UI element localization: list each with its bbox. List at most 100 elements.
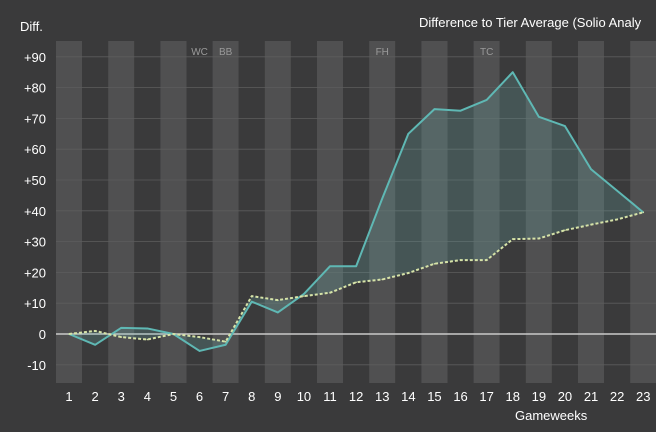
manager-point — [355, 265, 357, 268]
manager-point — [94, 343, 96, 346]
gameweek-band — [290, 41, 317, 383]
y-tick-label: +50 — [24, 173, 46, 188]
tier-average-point — [564, 229, 566, 232]
tier-average-point — [277, 299, 279, 301]
tier-average-point — [303, 295, 305, 297]
x-tick-label: 10 — [297, 389, 311, 404]
manager-point — [277, 311, 279, 314]
manager-point — [224, 343, 227, 346]
manager-point — [459, 109, 462, 112]
x-tick-label: 8 — [248, 389, 255, 404]
x-tick-label: 6 — [196, 389, 203, 404]
tier-average-point — [407, 272, 410, 274]
gameweek-band — [82, 41, 109, 383]
gameweek-band — [421, 41, 448, 383]
manager-point — [407, 133, 410, 135]
x-tick-label: 16 — [453, 389, 467, 404]
x-tick-label: 13 — [375, 389, 389, 404]
tier-average-point — [485, 259, 488, 261]
y-tick-label: +90 — [24, 50, 46, 65]
gameweek-bands — [56, 41, 656, 383]
x-tick-label: 5 — [170, 389, 177, 404]
gameweek-band — [525, 41, 552, 383]
chip-label-tc: TC — [480, 47, 493, 58]
y-tick-label: +60 — [24, 142, 46, 157]
manager-point — [329, 265, 331, 268]
x-tick-label: 21 — [584, 389, 598, 404]
gameweek-band — [134, 41, 161, 383]
x-tick-label: 1 — [65, 389, 72, 404]
x-tick-label: 4 — [144, 389, 151, 404]
tier-average-point — [590, 223, 592, 226]
gameweek-band — [317, 41, 344, 383]
manager-point — [564, 125, 566, 127]
y-tick-label: +80 — [24, 81, 46, 96]
tier-average-point — [250, 295, 253, 297]
gameweek-band — [264, 41, 291, 383]
gameweek-band — [108, 41, 135, 383]
manager-point — [303, 293, 305, 295]
chart-title: Difference to Tier Average (Solio Analy — [419, 15, 642, 30]
y-axis-ticks: +90 +80 +70 +60 +50 +40 +30 +20 +10 0 -10 — [24, 50, 46, 373]
difference-area-layer — [69, 72, 644, 351]
tier-average-point — [120, 336, 123, 338]
gameweek-band — [473, 41, 500, 383]
manager-point — [616, 189, 618, 192]
y-tick-label: +10 — [24, 296, 46, 311]
y-tick-label: -10 — [27, 358, 46, 373]
tier-average-line — [68, 211, 644, 343]
x-tick-label: 20 — [558, 389, 572, 404]
gameweek-band — [499, 41, 526, 383]
x-axis-label: Gameweeks — [515, 408, 588, 423]
manager-point — [511, 71, 514, 73]
gameweek-band — [578, 41, 605, 383]
gameweek-band — [604, 41, 631, 383]
tier-average-point — [642, 211, 645, 214]
x-axis-ticks: 1 2 3 4 5 6 7 8 9 10 11 12 13 14 15 16 17 18 19 20 21 22 23 — [65, 389, 650, 404]
tier-average-point — [172, 333, 175, 335]
y-tick-label: 0 — [39, 327, 46, 342]
manager-point — [381, 197, 384, 200]
tier-average-point — [329, 291, 331, 294]
tier-average-point — [433, 262, 436, 265]
gameweek-band — [212, 41, 239, 383]
tier-average-point — [538, 237, 540, 240]
manager-point — [250, 300, 253, 303]
x-tick-label: 22 — [610, 389, 624, 404]
x-tick-label: 17 — [479, 389, 493, 404]
series-lines — [68, 71, 645, 352]
y-tick-label: +40 — [24, 204, 46, 219]
tier-average-point — [146, 338, 149, 341]
chip-label-fh: FH — [376, 47, 389, 58]
y-tick-label: +70 — [24, 111, 46, 126]
difference-area — [69, 72, 644, 351]
gameweek-band — [56, 41, 83, 383]
gameweek-band — [369, 41, 396, 383]
horizontal-gridlines — [56, 56, 656, 366]
gameweek-band — [447, 41, 474, 383]
x-tick-label: 9 — [274, 389, 281, 404]
x-tick-label: 18 — [506, 389, 520, 404]
gameweek-band — [160, 41, 187, 383]
chip-label-wc: WC — [191, 47, 208, 58]
tier-average-point — [355, 281, 357, 284]
manager-point — [485, 99, 488, 101]
gameweek-band — [238, 41, 265, 383]
y-tick-label: +30 — [24, 235, 46, 250]
chip-labels: WC BB FH TC — [191, 47, 493, 58]
x-tick-label: 12 — [349, 389, 363, 404]
x-tick-label: 11 — [323, 389, 337, 404]
y-axis-label: Diff. — [20, 19, 43, 34]
manager-point — [120, 327, 123, 329]
tier-average-point — [616, 218, 618, 221]
tier-average-point — [68, 333, 70, 335]
tier-average-point — [94, 330, 96, 332]
manager-point — [538, 116, 540, 118]
tier-average-point — [381, 278, 384, 281]
gameweek-band — [395, 41, 422, 383]
gameweek-band — [343, 41, 370, 383]
x-tick-label: 19 — [532, 389, 546, 404]
gameweek-band — [186, 41, 213, 383]
y-tick-label: +20 — [24, 265, 46, 280]
